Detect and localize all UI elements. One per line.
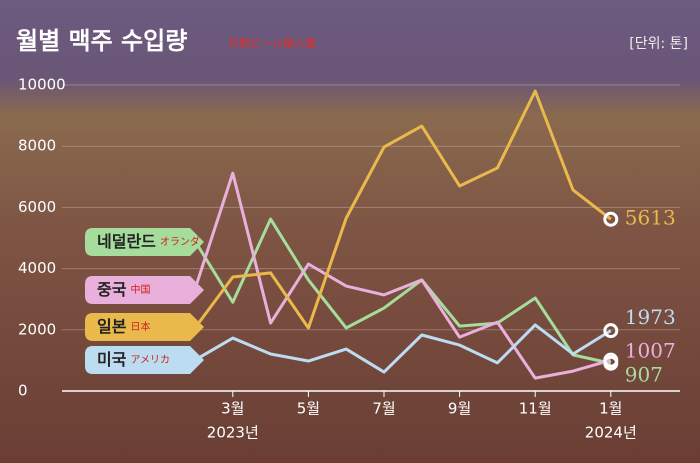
chart-title: 월별 맥주 수입량 — [16, 27, 187, 55]
legend-name: 중국 — [97, 280, 127, 299]
legend-name-ja: オランダ — [160, 235, 200, 248]
end-marker — [603, 211, 619, 227]
x-tick-label: 7월 — [372, 400, 395, 418]
legend-badge — [85, 228, 204, 256]
end-marker — [603, 352, 619, 368]
series-line — [193, 171, 612, 380]
x-tick-label: 9월 — [448, 400, 471, 418]
unit-label: [단위: 톤] — [629, 36, 688, 52]
series-line — [194, 323, 612, 374]
y-tick-label: 8000 — [18, 137, 56, 155]
x-tick-label: 5월 — [297, 400, 320, 418]
legend-name: 미국 — [97, 350, 127, 369]
end-value-label: 1973 — [625, 305, 676, 329]
y-tick-label: 0 — [18, 382, 28, 400]
legend-label: 일본 日本 — [97, 317, 150, 336]
end-value-label: 907 — [625, 363, 663, 387]
y-tick-label: 6000 — [18, 198, 56, 216]
legend-name-ja: アメリカ — [130, 354, 170, 366]
legend-label: 중국 中国 — [97, 280, 150, 299]
legend-label: 네덜란드 オランダ — [97, 232, 200, 251]
series-line — [193, 89, 612, 330]
end-value-label: 1007 — [625, 339, 676, 363]
year-label: 2023년 — [207, 424, 259, 442]
legend-label: 미국 アメリカ — [97, 350, 170, 369]
chart-subtitle: 月間ビール輸入量 — [228, 36, 316, 50]
x-tick-label: 1월 — [599, 400, 622, 418]
x-tick-label: 11월 — [519, 400, 552, 418]
series-line — [193, 217, 612, 365]
legend-badge — [85, 313, 204, 341]
legend-badge — [85, 276, 204, 304]
legend-name-ja: 中国 — [130, 283, 150, 296]
x-tick-label: 3월 — [221, 400, 244, 418]
legend-badge — [85, 346, 204, 374]
legend-name: 일본 — [97, 317, 127, 336]
end-marker — [603, 323, 619, 339]
year-label: 2024년 — [585, 424, 637, 442]
legend-name-ja: 日本 — [130, 320, 150, 333]
y-tick-label: 10000 — [18, 76, 66, 94]
y-tick-label: 4000 — [18, 259, 56, 277]
y-tick-label: 2000 — [18, 320, 56, 338]
legend-name: 네덜란드 — [97, 232, 156, 251]
end-value-label: 5613 — [625, 206, 676, 230]
